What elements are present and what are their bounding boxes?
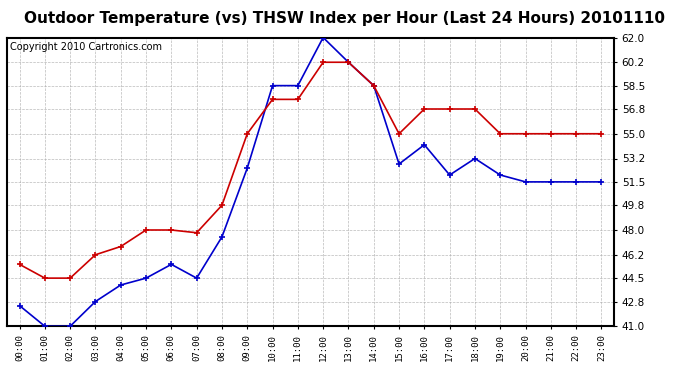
Text: Outdoor Temperature (vs) THSW Index per Hour (Last 24 Hours) 20101110: Outdoor Temperature (vs) THSW Index per … xyxy=(25,11,665,26)
Text: Copyright 2010 Cartronics.com: Copyright 2010 Cartronics.com xyxy=(10,42,162,52)
